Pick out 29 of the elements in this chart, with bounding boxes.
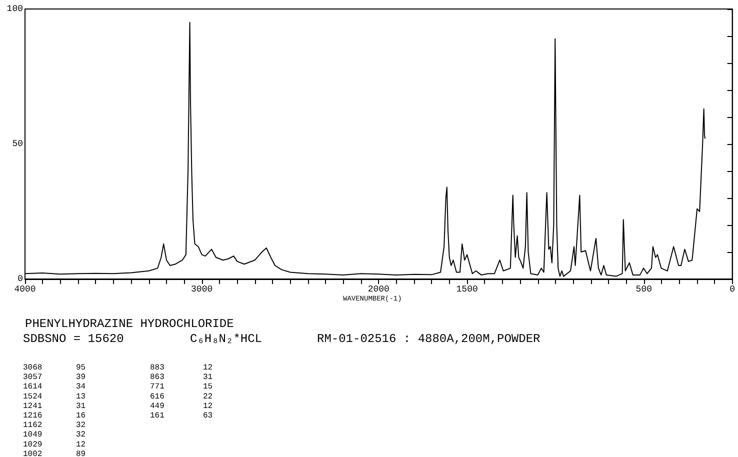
text: 1524 13 — [23, 392, 86, 402]
text: 3057 39 — [23, 373, 86, 382]
y-tick-label: 50 — [12, 139, 23, 149]
x-tick-label: 4000 — [14, 284, 36, 294]
text: 1216 16 — [23, 412, 86, 420]
text: 3068 95 — [23, 364, 86, 372]
x-tick-label: 500 — [636, 284, 652, 294]
text: C₆H₈N₂*HCL — [190, 332, 262, 346]
text: 449 12 — [150, 402, 213, 411]
y-tick-label: 100 — [6, 4, 23, 14]
y-tick-label: 0 — [18, 274, 23, 284]
text: RM-01-02516 : 4880A,200M,POWDER — [317, 332, 540, 346]
text: 1002 89 — [23, 450, 86, 457]
text: 771 15 — [150, 382, 213, 392]
text: 1614 34 — [23, 382, 86, 392]
text: 161 63 — [150, 412, 213, 420]
text: 1029 12 — [23, 440, 86, 450]
text: SDBSNO = 15620 — [23, 332, 124, 346]
text: 1049 32 — [23, 430, 86, 440]
x-tick-label: 0 — [730, 284, 736, 294]
text: 616 22 — [150, 392, 213, 402]
text: 883 12 — [150, 364, 213, 372]
text: PHENYLHYDRAZINE HYDROCHLORIDE — [25, 317, 234, 331]
text: 1162 32 — [23, 421, 86, 430]
x-tick-label: 1500 — [456, 284, 478, 294]
x-tick-label: 2000 — [368, 284, 390, 294]
text: 863 31 — [150, 373, 213, 382]
text: 1241 31 — [23, 402, 86, 411]
x-tick-label: 3000 — [191, 284, 213, 294]
